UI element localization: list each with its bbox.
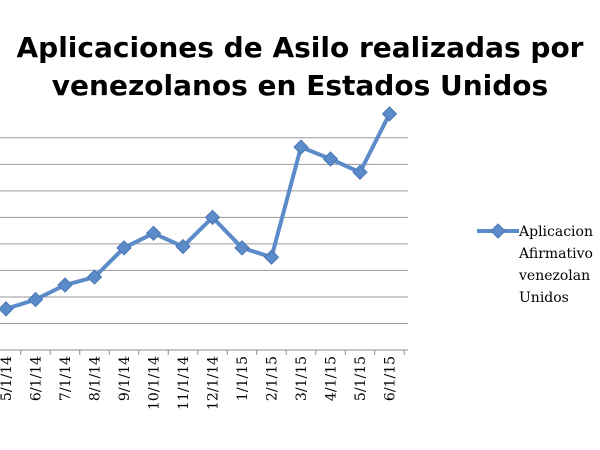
x-tick-label: 6/1/15 — [383, 356, 399, 401]
legend-swatch-marker — [490, 223, 506, 239]
x-tick-label: 5/1/15 — [353, 356, 369, 401]
legend-label: Aplicacion — [518, 224, 593, 240]
x-tick-label: 5/1/14 — [0, 356, 15, 401]
x-tick-label: 10/1/14 — [147, 356, 163, 410]
data-point-marker — [234, 240, 250, 256]
data-point-marker — [86, 269, 103, 285]
data-point-marker — [293, 139, 309, 155]
data-point-marker — [145, 225, 162, 241]
data-point-marker — [116, 240, 132, 256]
x-tick-label: 3/1/15 — [294, 356, 310, 401]
x-tick-label: 6/1/14 — [29, 356, 45, 401]
x-tick-label: 8/1/14 — [88, 356, 104, 401]
legend-label: venezolan — [518, 268, 590, 284]
data-point-marker — [352, 164, 368, 180]
chart-title-line-1: Aplicaciones de Asilo realizadas por — [17, 31, 584, 64]
legend-label: Unidos — [519, 290, 569, 306]
data-point-marker — [175, 238, 191, 255]
data-point-marker — [27, 291, 44, 308]
chart-title-line-2: venezolanos en Estados Unidos — [52, 69, 548, 102]
gridlines — [0, 137, 408, 324]
data-point-marker — [322, 151, 339, 167]
legend: Aplicacion Afirmativo venezolan Unidos — [477, 223, 593, 306]
x-tick-label: 4/1/15 — [324, 356, 340, 401]
x-axis — [0, 349, 408, 355]
x-tick-labels: 5/1/14 6/1/14 7/1/14 8/1/14 9/1/14 10/1/14 11/… — [0, 356, 399, 410]
x-tick-label: 1/1/15 — [235, 356, 251, 401]
x-tick-label: 9/1/14 — [117, 356, 133, 401]
data-point-marker — [0, 301, 14, 317]
data-series — [0, 106, 398, 317]
x-tick-label: 12/1/14 — [206, 356, 222, 410]
data-point-marker — [381, 106, 398, 122]
x-tick-label: 2/1/15 — [265, 356, 281, 401]
data-point-marker — [57, 277, 73, 293]
legend-label: Afirmativo — [518, 246, 593, 262]
data-point-marker — [263, 249, 280, 265]
x-tick-label: 11/1/14 — [176, 356, 192, 410]
data-point-marker — [204, 209, 221, 226]
x-tick-label: 7/1/14 — [58, 356, 74, 401]
